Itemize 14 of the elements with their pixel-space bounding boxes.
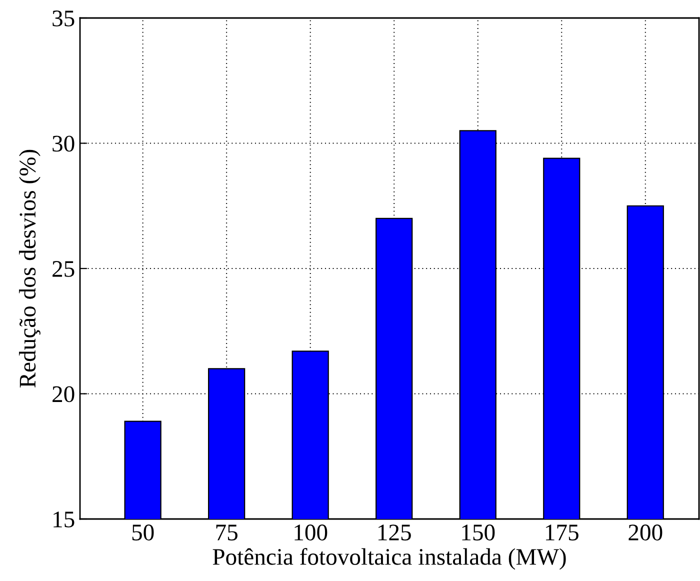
y-tick-label: 15 bbox=[54, 512, 74, 528]
x-tick-label: 150 bbox=[462, 524, 495, 540]
x-tick-label: 200 bbox=[628, 524, 662, 540]
x-tick-label: 175 bbox=[546, 524, 578, 540]
x-tick-label: 75 bbox=[216, 524, 238, 540]
y-axis-title: Redução dos desvios (%) bbox=[19, 150, 40, 388]
x-tick-label: 50 bbox=[132, 524, 154, 540]
x-tick-label: 125 bbox=[378, 524, 411, 540]
y-tick-label: 20 bbox=[52, 386, 74, 402]
y-tick-label: 25 bbox=[52, 261, 74, 277]
y-tick-label: 35 bbox=[52, 10, 74, 26]
x-tick-label: 100 bbox=[294, 524, 328, 540]
x-axis-title: Potência fotovoltaica instalada (MW) bbox=[212, 548, 566, 570]
y-tick-label: 30 bbox=[52, 136, 74, 152]
